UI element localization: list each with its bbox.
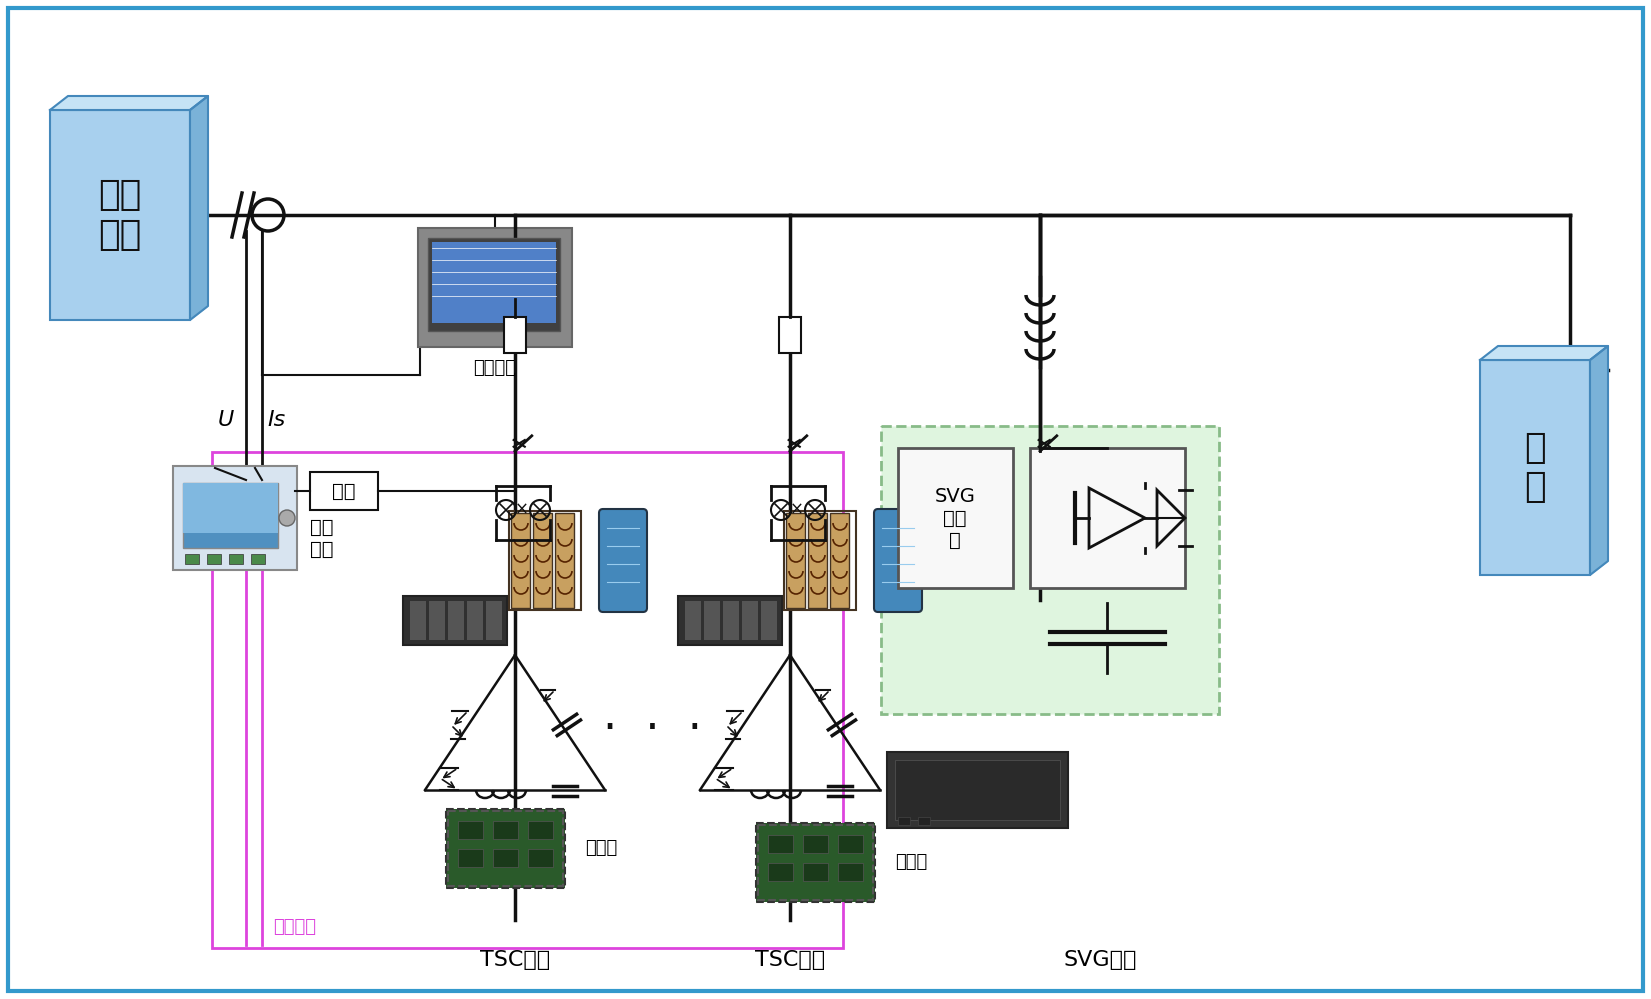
Bar [457, 849, 484, 867]
Bar [433, 242, 556, 323]
Text: U: U [218, 410, 234, 430]
FancyBboxPatch shape [446, 809, 565, 888]
Bar [802, 835, 829, 853]
FancyBboxPatch shape [882, 426, 1218, 714]
Text: 主控
制器: 主控 制器 [310, 517, 334, 558]
Bar [310, 472, 378, 510]
Bar [761, 601, 778, 640]
Bar [512, 513, 530, 608]
Bar [251, 554, 266, 564]
FancyBboxPatch shape [679, 596, 783, 645]
Bar [839, 835, 863, 853]
FancyBboxPatch shape [403, 596, 507, 645]
FancyBboxPatch shape [173, 466, 297, 570]
Bar [185, 554, 200, 564]
Bar [779, 317, 801, 353]
Bar [429, 601, 446, 640]
Bar [768, 835, 792, 853]
Bar [485, 601, 502, 640]
Bar [528, 821, 553, 839]
Bar [898, 448, 1014, 588]
Bar [206, 554, 221, 564]
Bar [895, 760, 1060, 820]
Bar [802, 863, 829, 881]
Polygon shape [190, 96, 208, 320]
Bar [494, 849, 518, 867]
FancyBboxPatch shape [599, 509, 647, 612]
Bar [428, 238, 560, 331]
Bar [229, 554, 243, 564]
Bar [494, 821, 518, 839]
Polygon shape [1479, 346, 1608, 360]
Polygon shape [50, 96, 208, 110]
Text: ·  ·  ·: · · · [603, 708, 702, 751]
Bar [839, 863, 863, 881]
Bar [50, 110, 190, 320]
Text: 通信: 通信 [332, 482, 355, 500]
Bar [784, 511, 855, 610]
Bar [807, 513, 827, 608]
Bar [703, 601, 720, 640]
Text: 触发板: 触发板 [895, 853, 928, 871]
Bar [741, 601, 758, 640]
Text: SVG
控制
器: SVG 控制 器 [934, 487, 976, 549]
Text: ×: × [515, 501, 528, 519]
Bar [183, 483, 277, 548]
Bar [528, 849, 553, 867]
Bar [1030, 448, 1185, 588]
Bar [447, 601, 464, 640]
Bar [723, 601, 740, 640]
Bar [447, 811, 563, 886]
Bar [786, 513, 806, 608]
Bar [918, 817, 930, 825]
FancyBboxPatch shape [873, 509, 921, 612]
Text: 光纤通信: 光纤通信 [274, 918, 317, 936]
FancyBboxPatch shape [887, 752, 1068, 828]
Bar [830, 513, 849, 608]
Polygon shape [1590, 346, 1608, 575]
Text: 显示单元: 显示单元 [474, 359, 517, 377]
Text: TSC支路: TSC支路 [755, 950, 826, 970]
FancyBboxPatch shape [756, 823, 875, 902]
Circle shape [279, 510, 296, 526]
Text: ×: × [791, 501, 804, 519]
Text: Is: Is [267, 410, 286, 430]
Bar [533, 513, 551, 608]
Bar [504, 317, 527, 353]
Bar [768, 863, 792, 881]
Bar [509, 511, 581, 610]
Bar [467, 601, 484, 640]
Bar [409, 601, 426, 640]
Bar [555, 513, 575, 608]
Bar [898, 817, 910, 825]
Text: 交流
电网: 交流 电网 [99, 178, 142, 252]
Bar [758, 825, 873, 900]
Bar [457, 821, 484, 839]
Text: 负
载: 负 载 [1524, 431, 1545, 504]
FancyBboxPatch shape [418, 228, 571, 347]
Bar [685, 601, 702, 640]
Bar [1479, 360, 1590, 575]
Bar [183, 483, 277, 533]
Text: 触发板: 触发板 [584, 839, 617, 857]
Text: SVG支路: SVG支路 [1063, 950, 1136, 970]
Text: TSC支路: TSC支路 [480, 950, 550, 970]
